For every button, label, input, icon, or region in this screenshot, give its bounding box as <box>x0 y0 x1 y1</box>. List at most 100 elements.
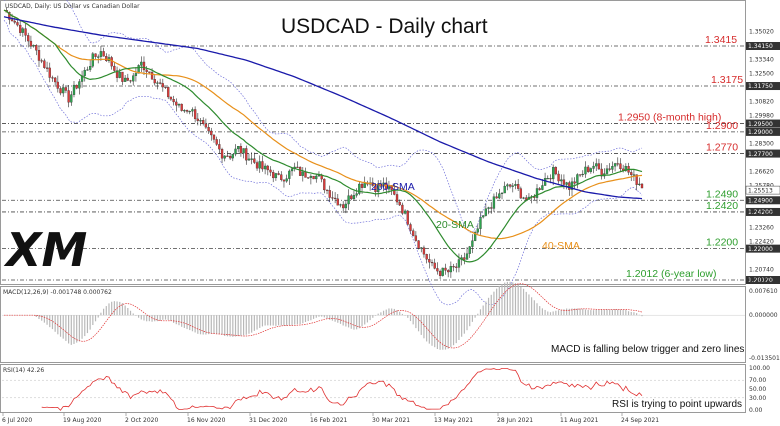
level-label: 1.2420 <box>706 200 738 212</box>
candle-body <box>94 53 97 57</box>
candle-body <box>27 35 30 42</box>
candle-body <box>288 170 291 179</box>
candle-body <box>242 148 245 154</box>
candle-body <box>336 198 339 206</box>
candle-body <box>274 173 278 179</box>
candle-body <box>479 216 482 229</box>
candle-body <box>102 51 105 57</box>
candle-body <box>447 270 450 273</box>
candle-body <box>331 197 334 199</box>
candle-body <box>554 167 558 175</box>
bollinger-lower <box>3 19 643 306</box>
time-tick-label: 16 Feb 2021 <box>310 417 348 424</box>
candle-body <box>578 174 582 176</box>
candle-body <box>589 168 593 172</box>
candle-body <box>463 257 466 260</box>
candle-body <box>323 178 326 191</box>
candle-body <box>541 185 544 190</box>
rsi-note: RSI is trying to point upwards <box>612 399 742 410</box>
candle-body <box>632 174 636 176</box>
candle-body <box>358 183 361 194</box>
candle-body <box>307 177 310 179</box>
candle-body <box>193 109 197 120</box>
candle-body <box>560 179 563 182</box>
candle-body <box>40 60 43 62</box>
level-axis-label: 1.22000 <box>748 246 773 253</box>
level-label: 1.2950 (8-month high) <box>618 112 721 124</box>
candle-body <box>304 171 307 178</box>
xm-logo-text: XM <box>3 223 87 277</box>
candle-body <box>363 182 366 188</box>
candle-body <box>212 134 216 140</box>
candle-body <box>506 184 509 187</box>
bollinger-upper <box>3 0 643 233</box>
candle-body <box>482 215 485 218</box>
candle-body <box>137 65 140 74</box>
candle-body <box>123 77 127 82</box>
candle-body <box>32 44 35 47</box>
level-axis-label: 1.29500 <box>748 121 773 128</box>
sma-200-line <box>3 16 643 200</box>
candle-body <box>422 247 426 255</box>
candle-body <box>608 168 611 170</box>
rsi-line <box>41 368 643 411</box>
rsi-label: RSI(14) 42.26 <box>3 367 44 374</box>
candle-body <box>490 207 493 209</box>
candle-body <box>10 19 14 22</box>
candle-body <box>514 184 517 186</box>
candle-body <box>584 166 587 175</box>
candle-body <box>436 268 439 272</box>
candle-body <box>549 178 552 180</box>
time-tick-label: 28 Jun 2021 <box>497 417 533 424</box>
candle-body <box>35 44 38 51</box>
candle-body <box>444 267 447 271</box>
candle-body <box>312 175 315 180</box>
price-tick-label: 1.20120 <box>749 277 774 284</box>
candle-body <box>223 155 226 159</box>
candle-body <box>196 118 199 121</box>
candle-body <box>210 130 213 136</box>
xm-logo: XM <box>3 223 87 277</box>
candle-body <box>503 185 506 194</box>
sma-40-line <box>3 9 643 240</box>
level-label: 1.2012 (6-year low) <box>626 268 716 280</box>
candle-body <box>317 175 321 177</box>
candle-body <box>204 123 208 128</box>
level-label: 1.2770 <box>706 142 738 154</box>
candle-body <box>261 161 264 170</box>
candle-body <box>8 12 11 20</box>
candle-body <box>325 189 329 191</box>
candle-body <box>519 188 523 199</box>
level-axis-box <box>746 149 780 158</box>
level-label: 1.2200 <box>706 237 738 249</box>
candle-body <box>613 163 617 167</box>
price-panel <box>0 0 746 285</box>
candle-body <box>134 73 138 76</box>
macd-signal-line <box>4 283 643 349</box>
candle-body <box>619 163 622 170</box>
candle-body <box>484 208 488 216</box>
candle-body <box>333 197 337 199</box>
level-axis-box <box>746 244 780 253</box>
candle-body <box>175 101 178 106</box>
candle-body <box>576 174 579 184</box>
candle-body <box>360 183 364 188</box>
current-price-box <box>745 185 780 195</box>
candle-body <box>441 267 444 276</box>
candle-body <box>546 178 549 180</box>
candle-body <box>538 188 541 190</box>
level-label: 1.3175 <box>711 74 743 86</box>
candle-body <box>597 163 601 170</box>
candle-body <box>253 158 256 163</box>
candle-body <box>86 69 89 71</box>
annotation-sma40: 40-SMA <box>542 240 580 252</box>
candle-body <box>228 155 232 159</box>
candle-body <box>13 20 16 23</box>
time-tick-label: 16 Nov 2020 <box>187 417 226 424</box>
candle-body <box>587 166 590 172</box>
candle-body <box>142 61 146 71</box>
candle-body <box>473 232 477 241</box>
candlesticks <box>5 7 644 280</box>
candle-body <box>455 266 458 268</box>
candle-body <box>272 172 275 179</box>
